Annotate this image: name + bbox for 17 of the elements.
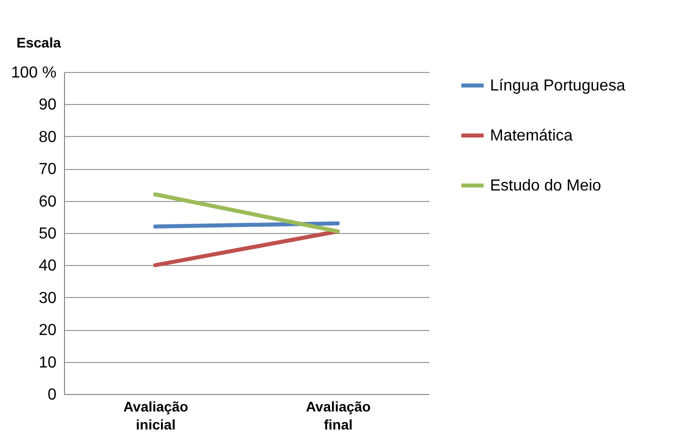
y-tick-label: 80	[38, 128, 57, 146]
y-axis-title: Escala	[16, 34, 62, 50]
x-tick-label: Avaliação inicial	[123, 398, 188, 432]
y-tick-label: 70	[38, 161, 57, 178]
y-tick-label: 0	[48, 386, 57, 404]
y-tick-label: 10	[38, 354, 57, 372]
legend-label: Estudo do Meio	[490, 178, 602, 194]
x-tick-label: Avaliação final	[306, 398, 371, 432]
y-tick-label: 90	[38, 96, 57, 114]
y-tick-label: 20	[38, 322, 57, 340]
y-tick-label: 40	[38, 258, 57, 275]
legend-label: Língua Portuguesa	[490, 78, 626, 94]
y-tick-label: 100 %	[11, 64, 56, 82]
y-tick-label: 60	[38, 193, 57, 210]
legend-label: Matemática	[490, 128, 573, 144]
y-tick-label: 50	[38, 226, 57, 242]
y-tick-label: 30	[38, 290, 57, 307]
